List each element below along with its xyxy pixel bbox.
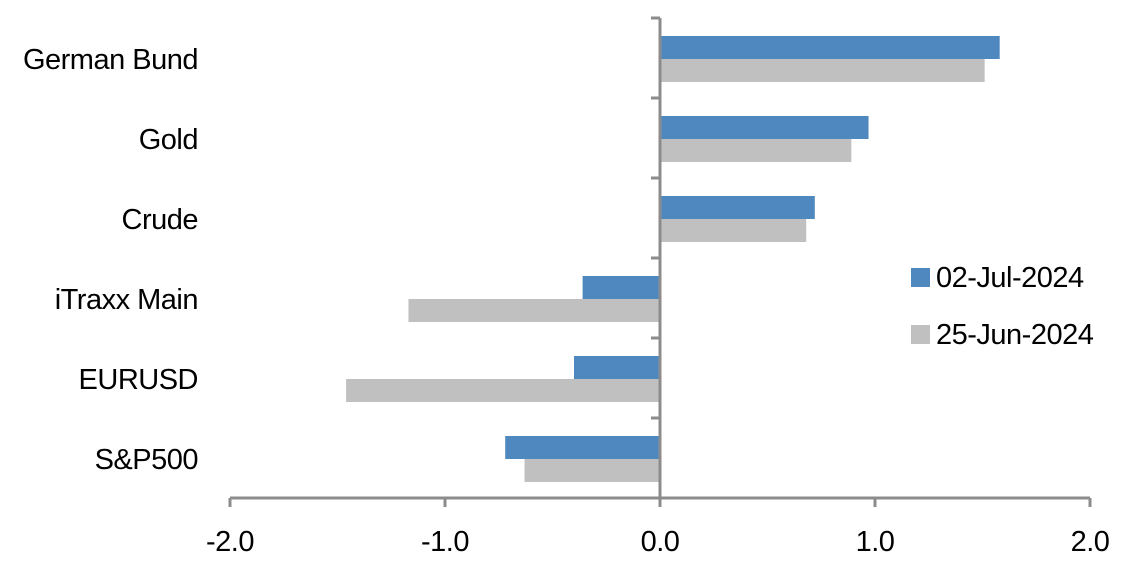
bar-previous bbox=[524, 459, 660, 482]
x-tick-label: -2.0 bbox=[206, 526, 254, 558]
x-tick-label: 1.0 bbox=[856, 526, 895, 558]
category-label: Gold bbox=[139, 124, 198, 156]
bar-previous bbox=[660, 59, 985, 82]
legend-swatch bbox=[911, 325, 930, 344]
bars-group bbox=[346, 36, 1000, 482]
category-label: German Bund bbox=[23, 44, 198, 76]
x-tick-label: 2.0 bbox=[1071, 526, 1110, 558]
labels-group: German Bund Gold Crude iTraxx Main EURUSD S&P… bbox=[23, 44, 1110, 558]
x-tick-label: 0.0 bbox=[641, 526, 680, 558]
bar-current bbox=[660, 116, 869, 139]
bar-previous bbox=[660, 139, 852, 162]
bar-current bbox=[574, 356, 660, 379]
bar-previous bbox=[660, 219, 807, 242]
bar-current bbox=[582, 276, 660, 299]
legend-swatch bbox=[911, 268, 930, 287]
category-label: Crude bbox=[122, 204, 199, 236]
category-label: S&P500 bbox=[95, 444, 198, 476]
bar-current bbox=[660, 196, 815, 219]
bar-previous bbox=[408, 299, 660, 322]
axes-group bbox=[228, 16, 1092, 507]
x-tick-label: -1.0 bbox=[421, 526, 469, 558]
category-label: iTraxx Main bbox=[55, 284, 198, 316]
bar-current bbox=[660, 36, 1000, 59]
legend: 02-Jul-2024 25-Jun-2024 bbox=[911, 262, 1094, 351]
bar-current bbox=[505, 436, 660, 459]
category-label: EURUSD bbox=[79, 364, 198, 396]
bar-previous bbox=[346, 379, 660, 402]
legend-label: 25-Jun-2024 bbox=[936, 319, 1094, 351]
legend-label: 02-Jul-2024 bbox=[936, 262, 1084, 294]
